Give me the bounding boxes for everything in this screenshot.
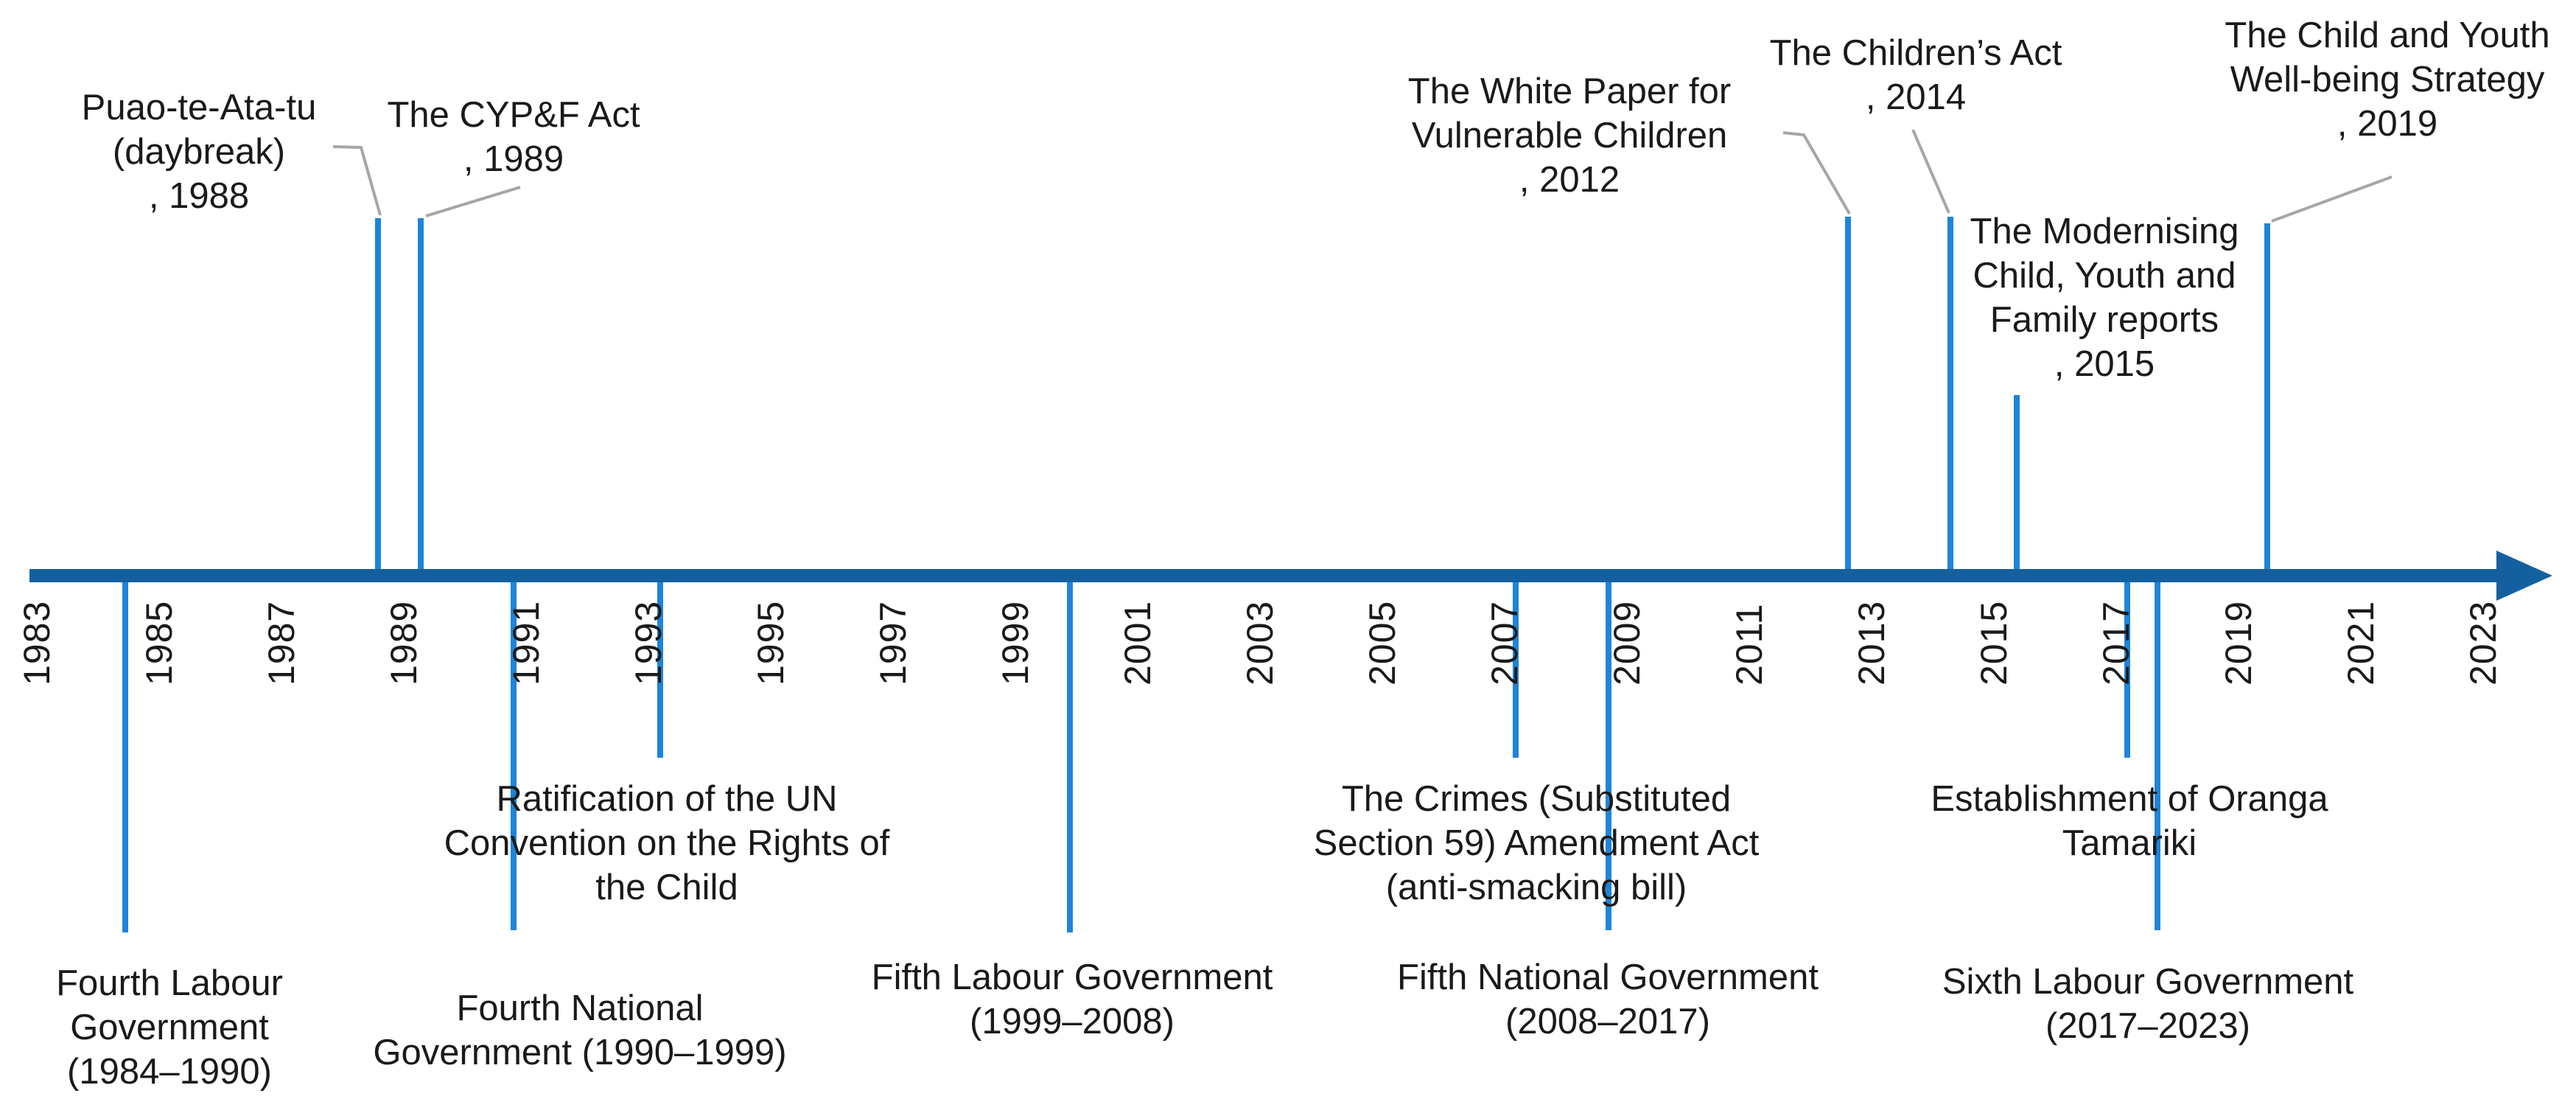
event-line-fifth-labour-government bbox=[1067, 582, 1073, 932]
event-label-child-youth-wellbeing-strategy: The Child and Youth Well-being Strategy … bbox=[2225, 15, 2550, 144]
event-line-cypf-act bbox=[418, 218, 424, 569]
event-label-sixth-labour-government: Sixth Labour Government (2017–2023) bbox=[1942, 962, 2354, 1046]
year-label-2013: 2013 bbox=[1851, 600, 1892, 685]
event-label-fifth-national-government: Fifth National Government (2008–2017) bbox=[1397, 957, 1819, 1042]
event-line-child-youth-wellbeing-strategy bbox=[2264, 223, 2270, 569]
event-line-fourth-labour-government bbox=[122, 582, 128, 932]
year-label-1991: 1991 bbox=[505, 600, 547, 685]
year-label-1989: 1989 bbox=[383, 600, 424, 685]
event-label-childrens-act: The Children’s Act , 2014 bbox=[1769, 33, 2062, 117]
year-label-2019: 2019 bbox=[2218, 600, 2259, 685]
event-line-fifth-national-government bbox=[1606, 582, 1611, 930]
year-label-2011: 2011 bbox=[1729, 603, 1770, 685]
event-label-un-convention-ratification: Ratification of the UN Convention on the… bbox=[444, 779, 890, 907]
year-label-1983: 1983 bbox=[16, 600, 57, 685]
year-label-2007: 2007 bbox=[1484, 600, 1525, 685]
event-line-white-paper-vulnerable-children bbox=[1845, 217, 1851, 569]
event-label-fourth-national-government: Fourth National Government (1990–1999) bbox=[373, 988, 787, 1072]
year-label-1995: 1995 bbox=[750, 600, 791, 685]
year-label-1997: 1997 bbox=[872, 600, 914, 685]
event-line-sixth-labour-government bbox=[2155, 582, 2160, 930]
year-label-1985: 1985 bbox=[139, 600, 180, 685]
year-label-2009: 2009 bbox=[1606, 600, 1648, 685]
year-label-2021: 2021 bbox=[2340, 600, 2381, 685]
timeline-axis-arrowhead-icon bbox=[2496, 551, 2552, 601]
event-label-modernising-cyf-reports: The Modernising Child, Youth and Family … bbox=[1970, 212, 2239, 384]
event-line-crimes-amendment-act bbox=[1513, 582, 1519, 758]
year-label-1987: 1987 bbox=[261, 600, 302, 685]
year-label-2005: 2005 bbox=[1362, 600, 1403, 685]
event-line-modernising-cyf-reports bbox=[2014, 395, 2020, 569]
event-line-oranga-tamariki-establishment bbox=[2124, 582, 2130, 758]
event-label-crimes-amendment-act: The Crimes (Substituted Section 59) Amen… bbox=[1313, 779, 1760, 907]
event-line-childrens-act bbox=[1947, 217, 1953, 569]
year-label-2003: 2003 bbox=[1239, 600, 1281, 685]
event-label-fourth-labour-government: Fourth Labour Government (1984–1990) bbox=[56, 963, 283, 1092]
year-label-1999: 1999 bbox=[995, 600, 1036, 685]
year-label-1993: 1993 bbox=[628, 600, 669, 685]
event-label-white-paper-vulnerable-children: The White Paper for Vulnerable Children … bbox=[1407, 71, 1732, 200]
year-label-2023: 2023 bbox=[2463, 600, 2504, 685]
event-line-fourth-national-government bbox=[511, 582, 517, 930]
event-line-puao-te-ata-tu bbox=[375, 218, 381, 569]
event-line-un-convention-ratification bbox=[657, 582, 663, 758]
event-label-oranga-tamariki-establishment: Establishment of Oranga Tamariki bbox=[1931, 779, 2328, 863]
year-label-2001: 2001 bbox=[1117, 600, 1158, 685]
event-label-fifth-labour-government: Fifth Labour Government (1999–2008) bbox=[871, 957, 1273, 1042]
year-label-2015: 2015 bbox=[1973, 600, 2015, 685]
timeline-axis-bar bbox=[29, 569, 2498, 582]
event-label-puao-te-ata-tu: Puao-te-Ata-tu (daybreak) , 1988 bbox=[81, 88, 317, 216]
year-label-2017: 2017 bbox=[2096, 600, 2137, 685]
event-label-cypf-act: The CYP&F Act , 1989 bbox=[387, 95, 640, 179]
